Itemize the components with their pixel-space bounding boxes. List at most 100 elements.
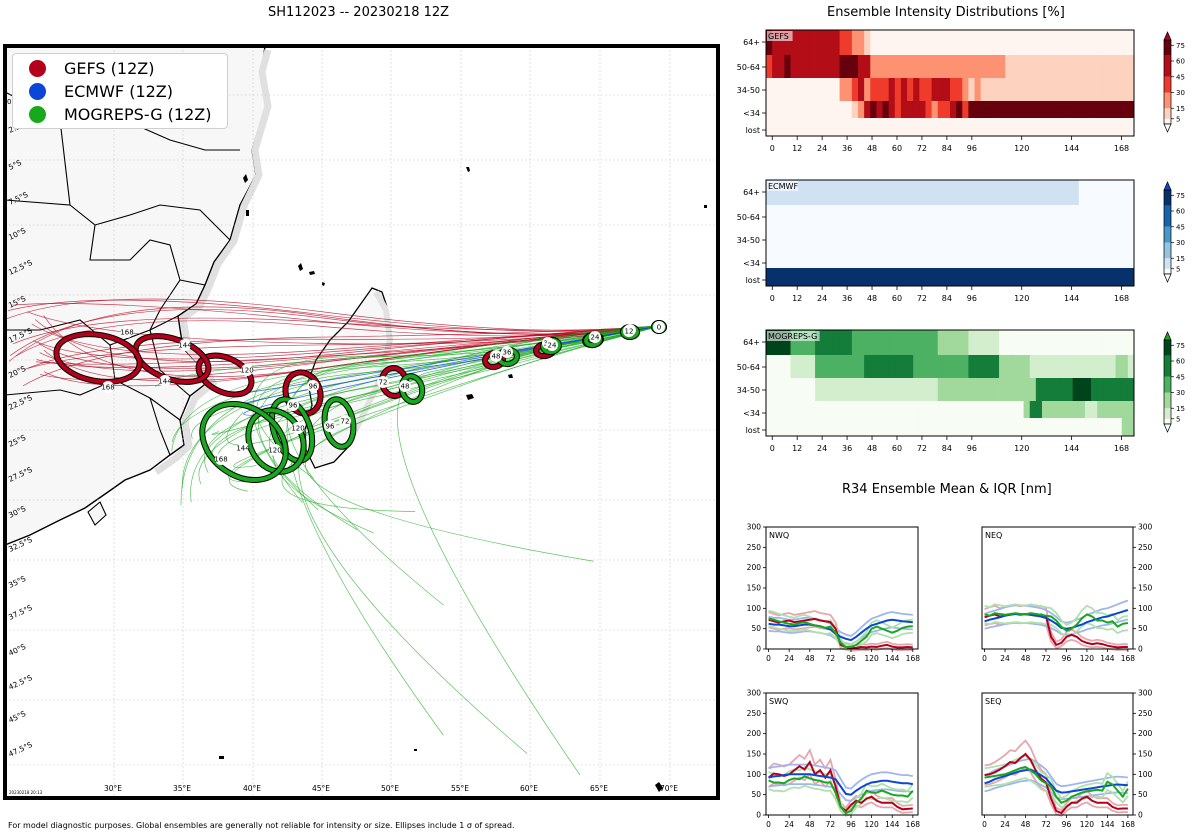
heatmap-cell xyxy=(1011,330,1018,355)
colorbar-max-arrow xyxy=(1163,331,1172,341)
heatmap-cell xyxy=(1023,355,1031,378)
heatmap-cell xyxy=(858,180,865,205)
legend-label: GEFS (12Z) xyxy=(64,58,155,78)
heatmap-cell xyxy=(821,330,828,355)
x-tick-label: 168 xyxy=(1121,820,1136,829)
y-tick-label: 100 xyxy=(747,770,762,779)
heatmap-cell xyxy=(1054,78,1061,101)
colorbar-segment xyxy=(1164,55,1171,77)
heatmap-cell xyxy=(1109,205,1116,228)
heatmap-cell xyxy=(1109,355,1116,378)
heatmap-cell xyxy=(913,118,920,136)
x-tick-label: 96 xyxy=(967,444,977,453)
legend-item-ecmwf: ECMWF (12Z) xyxy=(29,80,173,102)
heatmap-cell xyxy=(956,228,963,251)
heatmap-cell xyxy=(1091,101,1098,118)
x-tick-label: 0 xyxy=(766,654,771,663)
heatmap-cell xyxy=(962,78,969,101)
heatmap-cell xyxy=(833,251,840,268)
heatmap-cell xyxy=(802,205,810,228)
heatmap-cell xyxy=(919,228,926,251)
heatmap-cell xyxy=(913,355,920,378)
heatmap-cell xyxy=(1066,180,1074,205)
heatmap-cell xyxy=(1115,418,1123,436)
heatmap-cell xyxy=(968,268,975,286)
heatmap-cell xyxy=(808,78,816,101)
heatmap-cell xyxy=(827,78,834,101)
y-tick-label: 0 xyxy=(756,645,761,654)
heatmap-cell xyxy=(1035,55,1043,78)
x-tick-label: 72 xyxy=(1041,820,1051,829)
heatmap-cell xyxy=(1005,180,1012,205)
heatmap-cell xyxy=(986,101,994,118)
heatmap-cell xyxy=(913,401,920,418)
heatmap-cell xyxy=(1097,180,1104,205)
heatmap-cell xyxy=(876,55,883,78)
heatmap-cell xyxy=(888,101,896,118)
heatmap-cell xyxy=(974,355,982,378)
heatmap-cell xyxy=(1042,228,1049,251)
heatmap-cell xyxy=(1042,355,1049,378)
heatmap-cell xyxy=(992,378,1000,401)
heatmap-cell xyxy=(815,401,822,418)
heatmap-cell xyxy=(766,251,773,268)
gefs-hour-label: 168 xyxy=(120,329,133,337)
heatmap-cell xyxy=(999,401,1006,418)
x-tick-label: 84 xyxy=(942,294,952,303)
x-tick-label: 96 xyxy=(1062,820,1072,829)
heatmap-cell xyxy=(1097,330,1104,355)
heatmap-cell xyxy=(784,378,791,401)
heatmap-cell xyxy=(900,101,908,118)
heatmap-cell xyxy=(808,330,816,355)
heatmap-cell xyxy=(876,418,883,436)
heatmap-cell xyxy=(907,78,914,101)
heatmap-cell xyxy=(864,251,871,268)
mogreps-hour-label: 36 xyxy=(503,349,512,357)
colorbar-segment xyxy=(1164,268,1171,274)
heatmap-cell xyxy=(1017,418,1024,436)
mogreps-hour-badge xyxy=(269,444,281,456)
heatmap-cell xyxy=(778,418,785,436)
heatmap-cell xyxy=(1023,55,1031,78)
heatmap-cell xyxy=(766,205,773,228)
heatmap-cell xyxy=(1017,378,1024,401)
heatmap-cell xyxy=(1035,378,1043,401)
heatmap-cell xyxy=(815,330,822,355)
heatmap-cell xyxy=(925,401,932,418)
heatmap-cell xyxy=(839,268,847,286)
heatmap-cell xyxy=(999,78,1006,101)
heatmap-cell xyxy=(962,251,969,268)
x-tick-label: 120 xyxy=(864,820,879,829)
colorbar-tick-label: 60 xyxy=(1176,58,1185,66)
x-tick-label: 72 xyxy=(1041,654,1051,663)
heatmap-cell xyxy=(1115,180,1123,205)
heatmap-cell xyxy=(1109,78,1116,101)
heatmap-cell xyxy=(796,330,804,355)
heatmap-cell xyxy=(766,355,773,378)
x-tick-label: 0 xyxy=(770,144,775,153)
heatmap-cell xyxy=(1078,378,1086,401)
heatmap-cell xyxy=(986,355,994,378)
heatmap-cell xyxy=(894,268,902,286)
heatmap-cell xyxy=(913,55,920,78)
heatmap-cell xyxy=(894,330,902,355)
heatmap-cell xyxy=(1121,180,1129,205)
heatmap-cell xyxy=(802,418,810,436)
heatmap-cell xyxy=(943,78,951,101)
heatmap-cell xyxy=(821,205,828,228)
mean-line-gefs xyxy=(984,752,1128,815)
row-label: 50-64 xyxy=(737,363,760,372)
heatmap-cell xyxy=(821,55,828,78)
heatmap-cell xyxy=(1072,55,1080,78)
heatmap-cell xyxy=(919,180,926,205)
heatmap-cell xyxy=(974,378,982,401)
heatmap-cell xyxy=(1097,101,1104,118)
x-tick-label: 72 xyxy=(826,820,836,829)
heatmap-cell xyxy=(950,418,957,436)
heatmap-cell xyxy=(937,180,945,205)
heatmap-cell xyxy=(1060,118,1067,136)
heatmap-cell xyxy=(999,330,1006,355)
heatmap-cell xyxy=(999,251,1006,268)
heatmap-cell xyxy=(839,118,847,136)
heatmap-cell xyxy=(766,180,773,205)
